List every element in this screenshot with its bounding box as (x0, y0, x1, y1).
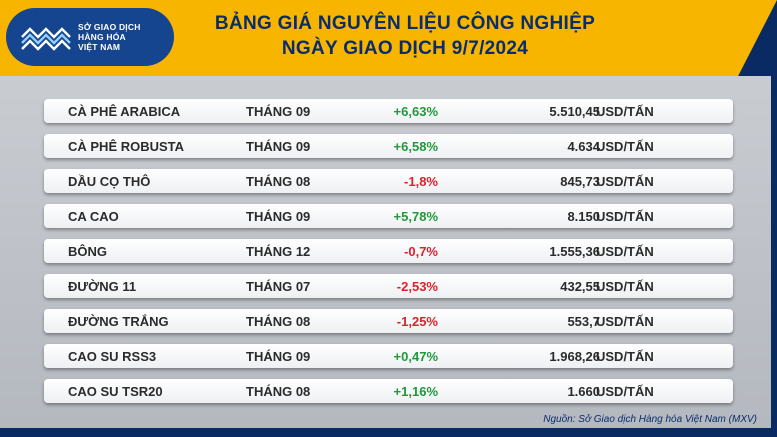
logo-line-2: HÀNG HÓA (78, 32, 126, 42)
price-value: 1.555,36 (549, 244, 600, 259)
commodity-name: ĐƯỜNG 11 (68, 279, 137, 294)
price-unit: USD/TẤN (596, 349, 654, 364)
price-change: +6,58% (393, 139, 438, 154)
logo-line-3: VIỆT NAM (78, 42, 121, 52)
contract-month: THÁNG 08 (246, 174, 311, 189)
logo-line-1: SỞ GIAO DỊCH (78, 22, 141, 32)
price-value: 4.634 (567, 139, 600, 154)
contract-month: THÁNG 08 (246, 384, 311, 399)
commodity-name: CA CAO (68, 209, 119, 224)
price-change: -1,8% (404, 174, 438, 189)
source-note: Nguồn: Sở Giao dịch Hàng hóa Việt Nam (M… (543, 414, 757, 425)
table-row: BÔNG THÁNG 12 -0,7% 1.555,36 USD/TẤN (44, 239, 733, 263)
commodity-name: CÀ PHÊ ROBUSTA (68, 139, 185, 154)
table-row: CAO SU RSS3 THÁNG 09 +0,47% 1.968,26 USD… (44, 344, 733, 368)
price-change: -2,53% (396, 279, 438, 294)
commodity-name: DẦU CỌ THÔ (68, 174, 151, 189)
contract-month: THÁNG 07 (246, 279, 311, 294)
commodity-name: BÔNG (68, 244, 107, 259)
commodity-name: CÀ PHÊ ARABICA (68, 104, 181, 119)
trading-date: NGÀY GIAO DỊCH 9/7/2024 (281, 38, 529, 59)
contract-month: THÁNG 09 (246, 209, 311, 224)
mxv-logo: SỞ GIAO DỊCH HÀNG HÓA VIỆT NAM (6, 8, 174, 66)
price-value: 1.968,26 (549, 349, 600, 364)
table-row: ĐƯỜNG TRẮNG THÁNG 08 -1,25% 553,7 USD/TẤ… (44, 309, 733, 333)
contract-month: THÁNG 09 (246, 349, 311, 364)
price-change: +1,16% (393, 384, 438, 399)
price-unit: USD/TẤN (596, 104, 654, 119)
contract-month: THÁNG 12 (246, 244, 311, 259)
table-row: CÀ PHÊ ROBUSTA THÁNG 09 +6,58% 4.634 USD… (44, 134, 733, 158)
contract-month: THÁNG 09 (246, 139, 311, 154)
table-row: DẦU CỌ THÔ THÁNG 08 -1,8% 845,73 USD/TẤN (44, 169, 733, 193)
price-unit: USD/TẤN (596, 384, 654, 399)
price-change: -0,7% (404, 244, 438, 259)
logo-text: SỞ GIAO DỊCH HÀNG HÓA VIỆT NAM (78, 22, 141, 52)
price-change: -1,25% (396, 314, 438, 329)
price-unit: USD/TẤN (596, 244, 654, 259)
page-title: BẢNG GIÁ NGUYÊN LIỆU CÔNG NGHIỆP (214, 13, 596, 34)
footer-bar (0, 428, 777, 437)
price-unit: USD/TẤN (596, 279, 654, 294)
table-row: ĐƯỜNG 11 THÁNG 07 -2,53% 432,55 USD/TẤN (44, 274, 733, 298)
price-unit: USD/TẤN (596, 314, 654, 329)
commodity-name: CAO SU RSS3 (68, 349, 157, 364)
right-edge-bar (771, 76, 777, 428)
price-value: 432,55 (560, 279, 600, 294)
price-change: +6,63% (393, 104, 438, 119)
table-row: CAO SU TSR20 THÁNG 08 +1,16% 1.660 USD/T… (44, 379, 733, 403)
contract-month: THÁNG 08 (246, 314, 311, 329)
price-value: 845,73 (560, 174, 600, 189)
commodity-name: CAO SU TSR20 (68, 384, 163, 399)
price-table-panel: CÀ PHÊ ARABICA THÁNG 09 +6,63% 5.510,45 … (0, 76, 777, 428)
price-unit: USD/TẤN (596, 139, 654, 154)
price-unit: USD/TẤN (596, 209, 654, 224)
price-unit: USD/TẤN (596, 174, 654, 189)
price-change: +5,78% (393, 209, 438, 224)
price-value: 553,7 (567, 314, 600, 329)
contract-month: THÁNG 09 (246, 104, 311, 119)
price-value: 8.150 (567, 209, 600, 224)
table-row: CÀ PHÊ ARABICA THÁNG 09 +6,63% 5.510,45 … (44, 99, 733, 123)
mxv-logo-icon (21, 27, 71, 51)
price-value: 1.660 (567, 384, 600, 399)
table-row: CA CAO THÁNG 09 +5,78% 8.150 USD/TẤN (44, 204, 733, 228)
price-change: +0,47% (393, 349, 438, 364)
commodity-name: ĐƯỜNG TRẮNG (68, 314, 169, 329)
price-value: 5.510,45 (549, 104, 600, 119)
